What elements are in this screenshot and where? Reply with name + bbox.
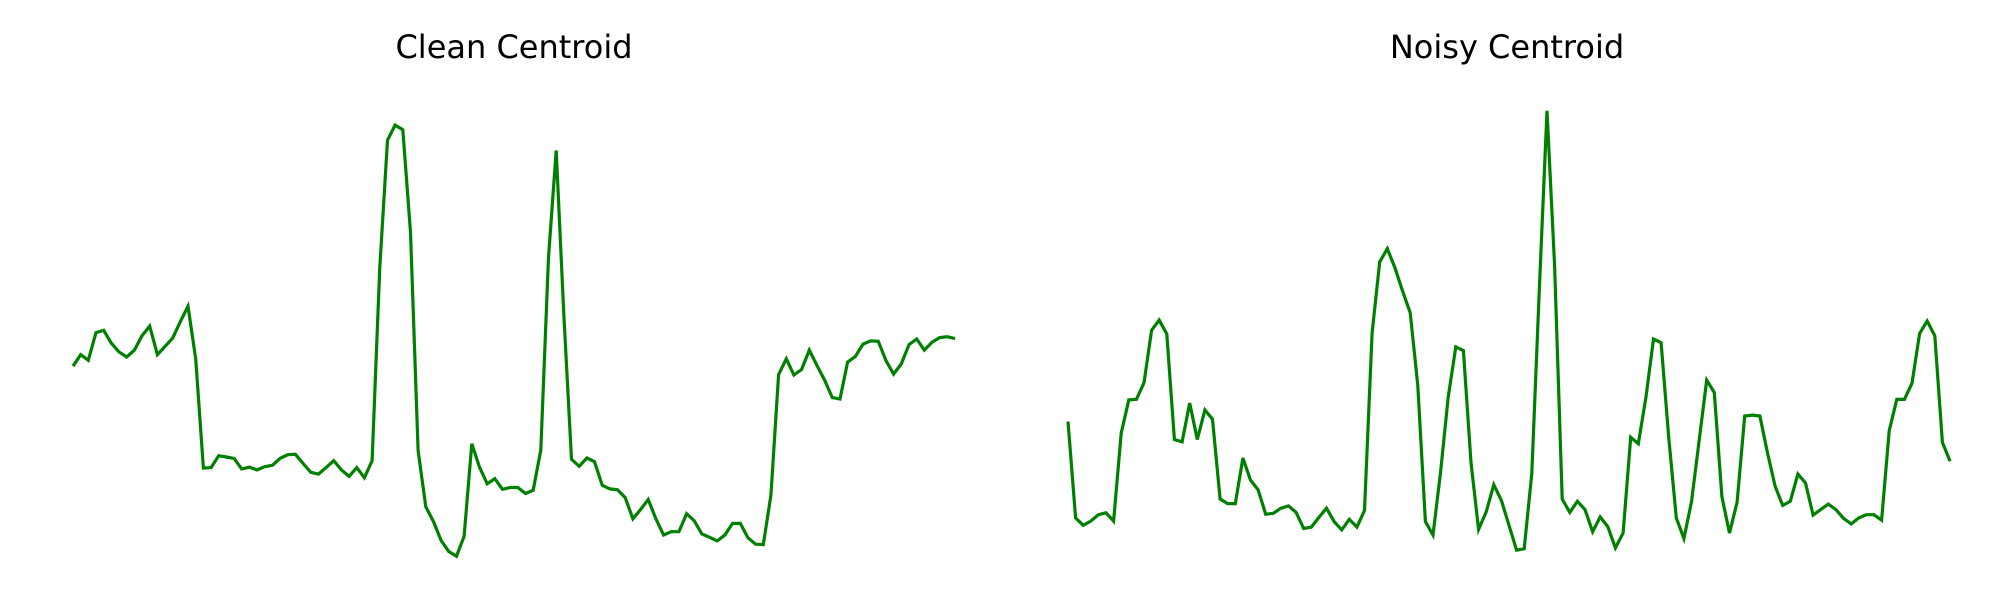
- noisy-centroid-panel: Noisy Centroid: [1066, 28, 1952, 553]
- clean-centroid-title: Clean Centroid: [395, 28, 632, 66]
- noisy-centroid-plot-area: [1066, 110, 1952, 553]
- noisy-centroid-title: Noisy Centroid: [1390, 28, 1624, 66]
- noisy-centroid-line: [1066, 110, 1952, 553]
- clean-centroid-plot-area: [71, 122, 956, 559]
- clean-centroid-line: [71, 122, 956, 559]
- clean-centroid-panel: Clean Centroid: [71, 28, 956, 559]
